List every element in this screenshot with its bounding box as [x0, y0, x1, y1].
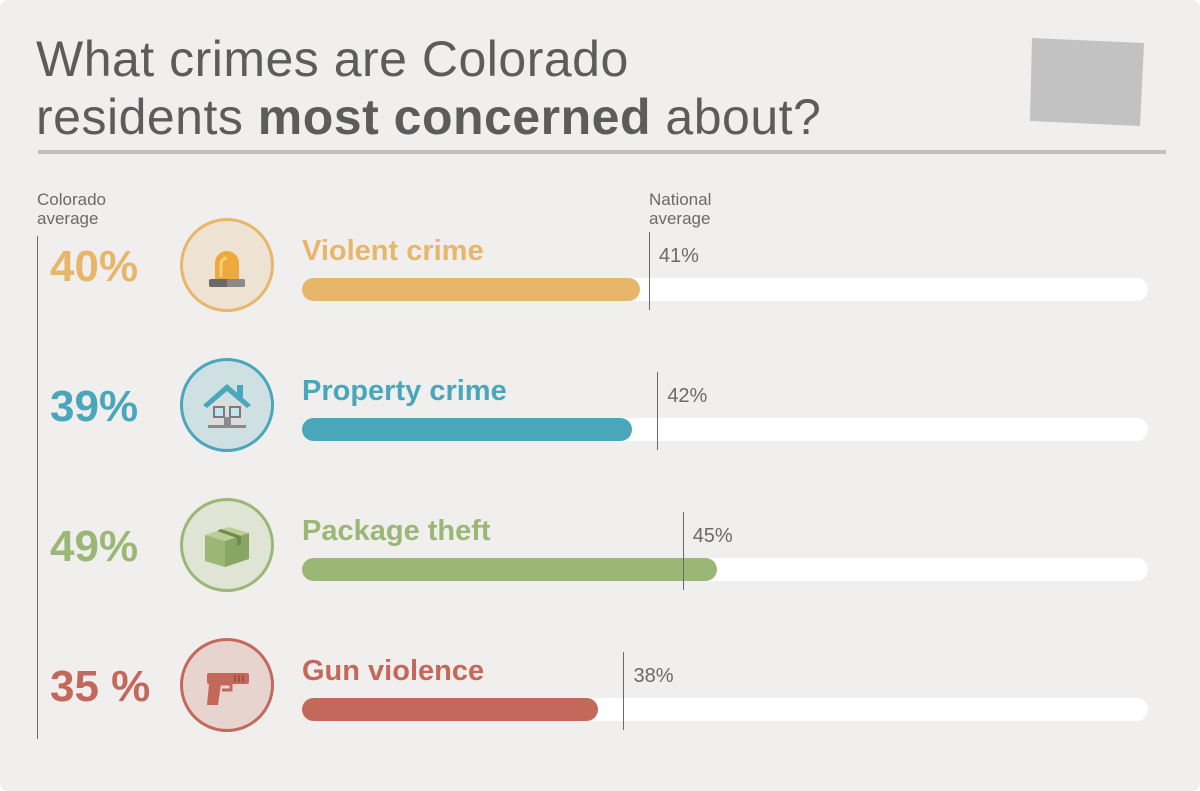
category-label: Gun violence: [302, 655, 485, 687]
colorado-average-axis-line: [37, 236, 38, 739]
row-property-crime: 39% Property crime 42%: [0, 358, 1200, 488]
colorado-value-bar: [302, 698, 599, 721]
national-value-label: 45%: [692, 525, 733, 547]
national-average-marker: [623, 652, 625, 730]
national-average-legend-line-1: National: [649, 190, 712, 209]
category-label: Package theft: [302, 515, 491, 547]
row-gun-violence: 35 % Gun violence 38%: [0, 638, 1200, 768]
national-average-legend-line-2: average: [649, 209, 711, 228]
national-average-marker: [657, 372, 659, 450]
colorado-average-legend-line-1: Colorado: [37, 190, 106, 209]
row-package-theft: 49% Package theft 45%: [0, 498, 1200, 628]
title-line-2-bold: most concerned: [257, 89, 651, 145]
colorado-value-bar: [302, 278, 641, 301]
colorado-value-label: 35 %: [50, 662, 151, 711]
house-icon: [203, 384, 251, 428]
handgun-icon: [207, 673, 249, 705]
colorado-value-label: 39%: [50, 382, 139, 431]
colorado-value-bar: [302, 558, 717, 581]
package-box-icon: [205, 527, 249, 567]
title-divider: [38, 150, 1166, 154]
title-line-2-end: about?: [651, 89, 822, 145]
national-value-label: 42%: [667, 385, 708, 407]
title-line-1: What crimes are Colorado: [36, 31, 629, 87]
category-label: Violent crime: [302, 235, 484, 267]
national-value-label: 38%: [633, 665, 674, 687]
chart-title: What crimes are Colorado residents most …: [36, 30, 821, 146]
colorado-value-label: 40%: [50, 242, 139, 291]
colorado-average-legend: Colorado average: [37, 190, 106, 228]
category-label: Property crime: [302, 375, 507, 407]
national-average-legend: National average: [649, 190, 711, 228]
title-line-2-start: residents: [36, 89, 258, 145]
national-average-marker: [682, 512, 684, 590]
siren-icon: [209, 251, 245, 287]
national-value-label: 41%: [658, 245, 699, 267]
national-average-marker: [648, 232, 650, 310]
package-theft-badge: [180, 498, 274, 592]
colorado-average-legend-line-2: average: [37, 209, 99, 228]
violent-crime-badge: [180, 218, 274, 312]
gun-violence-badge: [180, 638, 274, 732]
property-crime-badge: [180, 358, 274, 452]
colorado-value-label: 49%: [50, 522, 139, 571]
colorado-value-bar: [302, 418, 632, 441]
row-violent-crime: 40% Violent crime 41%: [0, 218, 1200, 348]
colorado-state-icon: [1030, 38, 1144, 126]
